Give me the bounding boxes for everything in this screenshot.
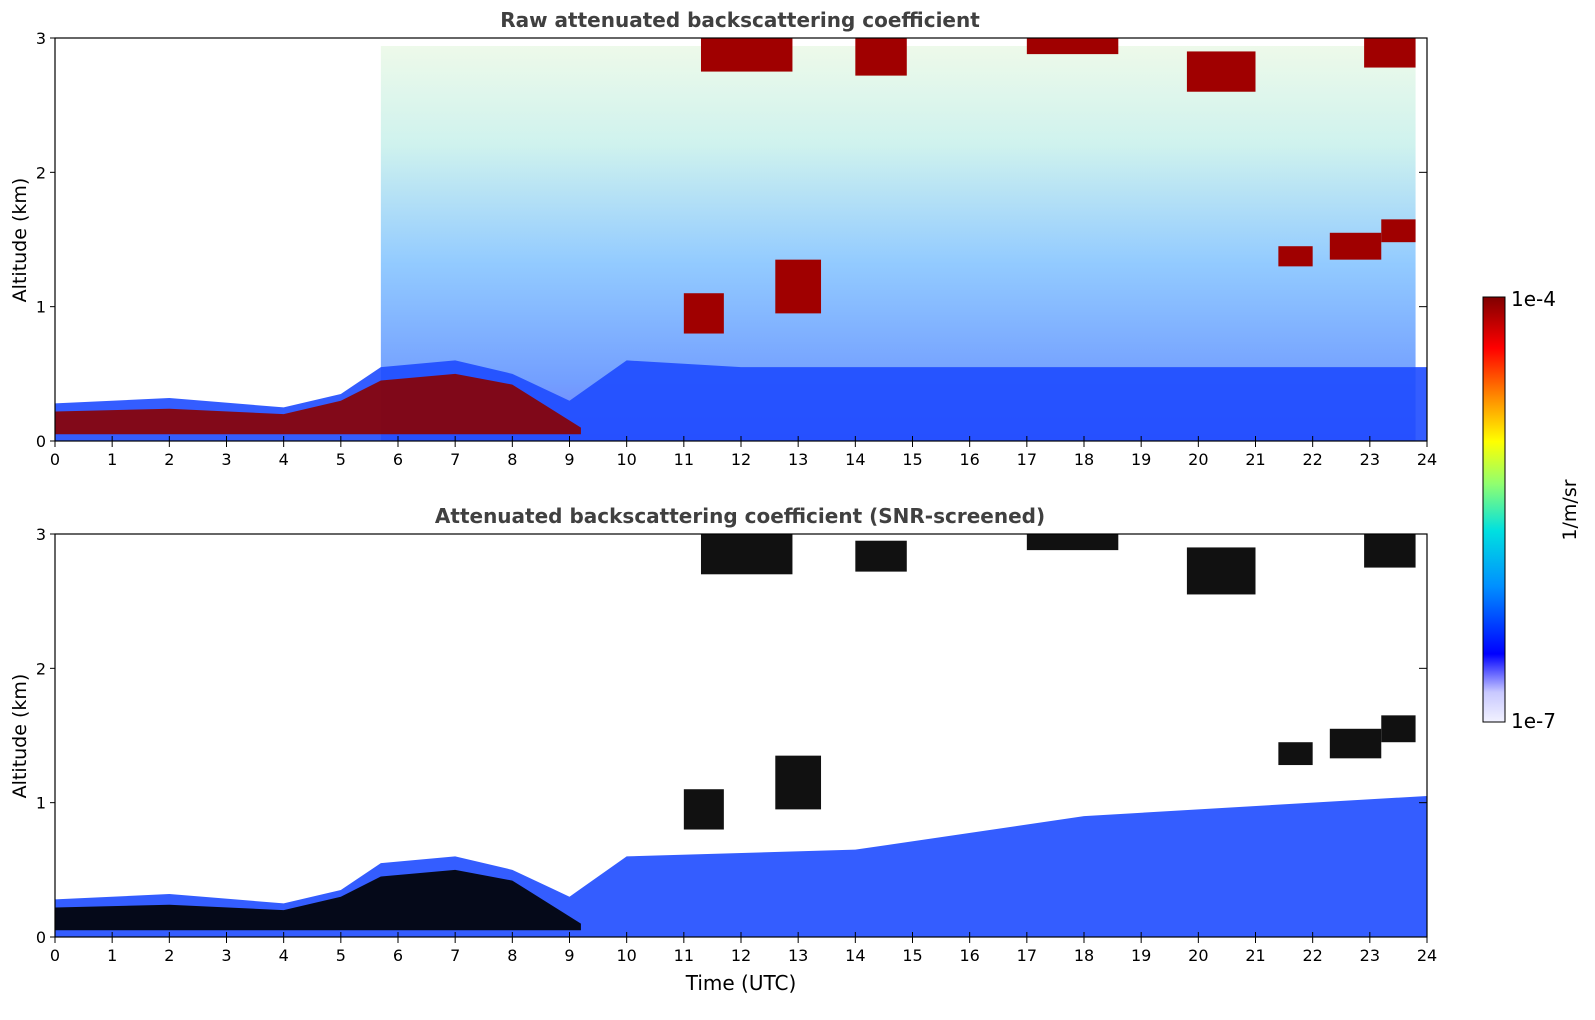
x-tick-label: 9 (564, 946, 574, 965)
raw-backscatter-panel: Raw attenuated backscattering coefficien… (9, 8, 1437, 469)
cloud-feature (775, 259, 822, 314)
cloud-feature (1026, 38, 1119, 55)
panel-title: Raw attenuated backscattering coefficien… (500, 8, 980, 32)
x-tick-label: 3 (221, 946, 231, 965)
x-tick-label: 7 (450, 946, 460, 965)
y-tick-label: 2 (36, 659, 46, 678)
x-tick-label: 13 (788, 946, 808, 965)
cloud-feature (1329, 728, 1382, 759)
x-tick-label: 24 (1417, 450, 1437, 469)
x-tick-label: 5 (336, 946, 346, 965)
x-axis-label: Time (UTC) (685, 971, 797, 995)
x-tick-label: 1 (107, 946, 117, 965)
snr-screened-backscatter-panel: Attenuated backscattering coefficient (S… (9, 504, 1437, 995)
cloud-feature (700, 38, 793, 72)
x-tick-label: 20 (1188, 450, 1208, 469)
x-tick-label: 13 (788, 450, 808, 469)
cloud-feature (1026, 534, 1119, 551)
x-tick-label: 21 (1245, 946, 1265, 965)
x-tick-label: 10 (616, 946, 636, 965)
x-tick-label: 11 (674, 946, 694, 965)
x-tick-label: 6 (393, 450, 403, 469)
x-tick-label: 2 (164, 450, 174, 469)
axis-ticks: 0 1 2 3 4 5 6 7 8 9 10 11 12 13 14 15 16 17 18 19 20 21 22 23 24… (36, 29, 1437, 469)
x-tick-label: 6 (393, 946, 403, 965)
x-tick-label: 12 (731, 946, 751, 965)
cloud-feature (855, 38, 907, 76)
axis-ticks: 0 1 2 3 4 5 6 7 8 9 10 11 12 13 14 15 16 17 18 19 20 21 22 23 24… (36, 525, 1437, 965)
x-tick-label: 2 (164, 946, 174, 965)
x-tick-label: 16 (959, 450, 979, 469)
x-tick-label: 15 (902, 450, 922, 469)
x-tick-label: 7 (450, 450, 460, 469)
x-tick-label: 8 (507, 946, 517, 965)
x-tick-label: 19 (1131, 946, 1151, 965)
x-tick-label: 10 (616, 450, 636, 469)
x-tick-label: 9 (564, 450, 574, 469)
heatmap-marks (55, 534, 1427, 937)
x-tick-label: 22 (1302, 450, 1322, 469)
cloud-feature (683, 789, 724, 830)
x-tick-label: 17 (1017, 450, 1037, 469)
colorbar: 1e-4 1e-7 1/m/sr (1482, 287, 1581, 733)
y-tick-label: 0 (36, 432, 46, 451)
colorbar-max-label: 1e-4 (1511, 287, 1556, 311)
cloud-feature (1381, 715, 1416, 743)
x-tick-label: 19 (1131, 450, 1151, 469)
x-tick-label: 23 (1360, 946, 1380, 965)
x-tick-label: 5 (336, 450, 346, 469)
y-tick-label: 1 (36, 298, 46, 317)
y-axis-label: Altitude (km) (9, 674, 31, 799)
cloud-feature (1278, 742, 1313, 766)
aerosol-core-layer (55, 373, 581, 435)
x-tick-label: 20 (1188, 946, 1208, 965)
x-tick-label: 15 (902, 946, 922, 965)
x-tick-label: 18 (1074, 450, 1094, 469)
panel-title: Attenuated backscattering coefficient (S… (435, 504, 1045, 528)
cloud-feature (700, 534, 793, 575)
cloud-feature (1364, 534, 1416, 568)
cloud-feature (683, 293, 724, 334)
heatmap-marks (55, 38, 1427, 441)
cloud-feature (775, 755, 822, 810)
y-tick-label: 2 (36, 163, 46, 182)
x-tick-label: 14 (845, 450, 865, 469)
colorbar-gradient (1482, 296, 1506, 723)
cloud-feature (1329, 232, 1382, 260)
cloud-feature (1381, 219, 1416, 243)
x-tick-label: 14 (845, 946, 865, 965)
cloud-feature (1186, 547, 1256, 595)
x-tick-label: 24 (1417, 946, 1437, 965)
cloud-feature (855, 540, 907, 572)
x-tick-label: 0 (50, 450, 60, 469)
cloud-feature (1186, 51, 1256, 92)
cloud-feature (1278, 246, 1313, 267)
x-tick-label: 1 (107, 450, 117, 469)
x-tick-label: 11 (674, 450, 694, 469)
x-tick-label: 12 (731, 450, 751, 469)
cloud-feature (1364, 38, 1416, 68)
y-tick-label: 3 (36, 29, 46, 48)
x-tick-label: 22 (1302, 946, 1322, 965)
x-tick-label: 17 (1017, 946, 1037, 965)
x-tick-label: 8 (507, 450, 517, 469)
y-tick-label: 3 (36, 525, 46, 544)
x-tick-label: 23 (1360, 450, 1380, 469)
y-tick-label: 0 (36, 928, 46, 947)
y-axis-label: Altitude (km) (9, 178, 31, 303)
colorbar-units-label: 1/m/sr (1559, 479, 1581, 540)
colorbar-min-label: 1e-7 (1511, 709, 1556, 733)
x-tick-label: 21 (1245, 450, 1265, 469)
aerosol-core-layer (55, 869, 581, 931)
x-tick-label: 0 (50, 946, 60, 965)
x-tick-label: 3 (221, 450, 231, 469)
x-tick-label: 18 (1074, 946, 1094, 965)
y-tick-label: 1 (36, 794, 46, 813)
x-tick-label: 16 (959, 946, 979, 965)
x-tick-label: 4 (279, 450, 289, 469)
x-tick-label: 4 (279, 946, 289, 965)
